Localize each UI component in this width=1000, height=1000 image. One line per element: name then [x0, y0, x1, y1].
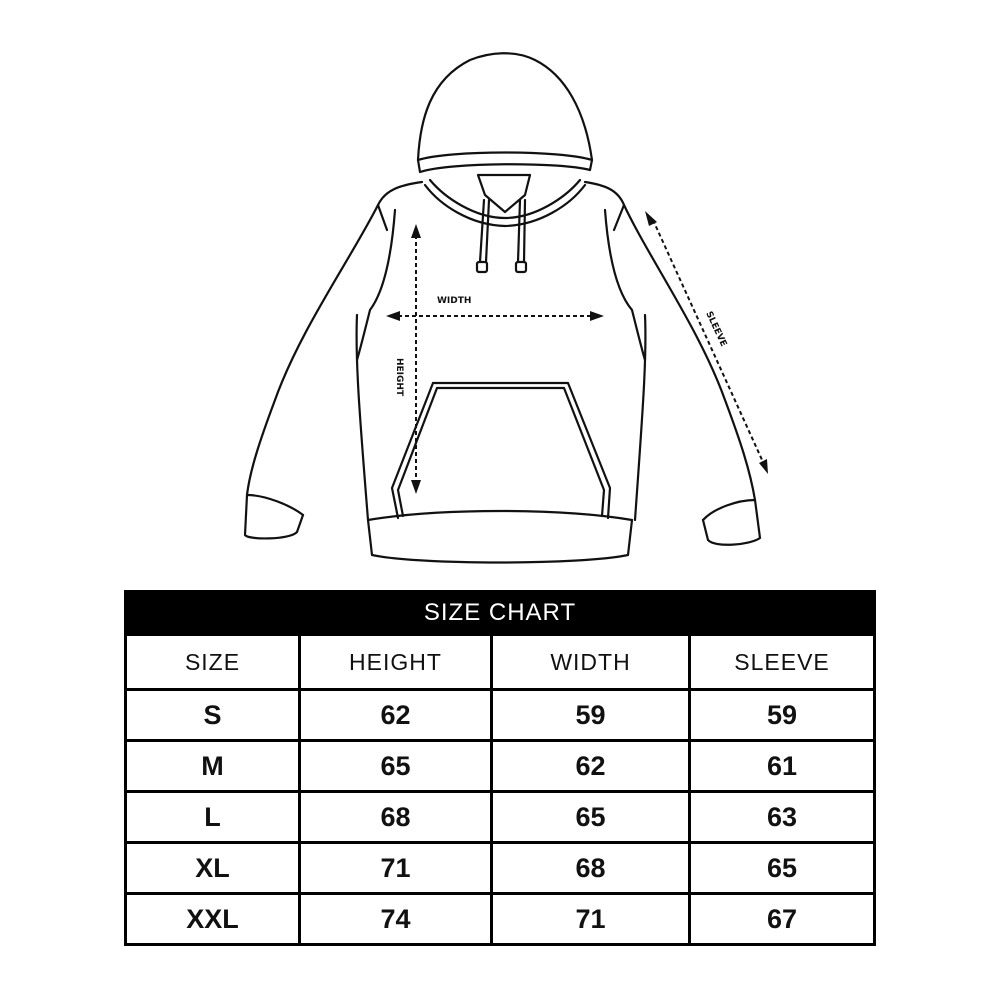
sleeve-arrow — [652, 219, 764, 463]
size-cell: M — [124, 739, 301, 793]
size-cell: L — [124, 790, 301, 844]
table-row: S 62 59 59 — [124, 688, 876, 742]
sleeve-cell: 61 — [688, 739, 876, 793]
width-cell: 68 — [490, 841, 691, 895]
hoodie-diagram: WIDTH HEIGHT SLEEVE — [243, 52, 768, 564]
size-chart-table: SIZE CHART SIZE HEIGHT WIDTH SLEEVE S 62… — [124, 590, 876, 946]
height-cell: 65 — [298, 739, 493, 793]
height-cell: 71 — [298, 841, 493, 895]
sleeve-cell: 65 — [688, 841, 876, 895]
sleeve-cell: 67 — [688, 892, 876, 946]
measurement-arrows — [386, 211, 768, 494]
table-row: XL 71 68 65 — [124, 841, 876, 895]
height-cell: 62 — [298, 688, 493, 742]
height-cell: 68 — [298, 790, 493, 844]
size-cell: XXL — [124, 892, 301, 946]
sleeve-cell: 63 — [688, 790, 876, 844]
sleeve-cell: 59 — [688, 688, 876, 742]
column-header-size: SIZE — [124, 633, 301, 691]
column-header-width: WIDTH — [490, 633, 691, 691]
hoodie-outline — [243, 52, 762, 564]
sleeve-label: SLEEVE — [703, 310, 728, 348]
table-row: XXL 74 71 67 — [124, 892, 876, 946]
size-cell: S — [124, 688, 301, 742]
size-cell: XL — [124, 841, 301, 895]
width-cell: 59 — [490, 688, 691, 742]
size-chart-title: SIZE CHART — [124, 590, 876, 636]
column-header-height: HEIGHT — [298, 633, 493, 691]
height-label: HEIGHT — [394, 358, 404, 397]
width-cell: 62 — [490, 739, 691, 793]
height-cell: 74 — [298, 892, 493, 946]
width-cell: 71 — [490, 892, 691, 946]
table-row: M 65 62 61 — [124, 739, 876, 793]
width-cell: 65 — [490, 790, 691, 844]
width-label: WIDTH — [437, 296, 471, 306]
table-row: L 68 65 63 — [124, 790, 876, 844]
column-header-sleeve: SLEEVE — [688, 633, 876, 691]
